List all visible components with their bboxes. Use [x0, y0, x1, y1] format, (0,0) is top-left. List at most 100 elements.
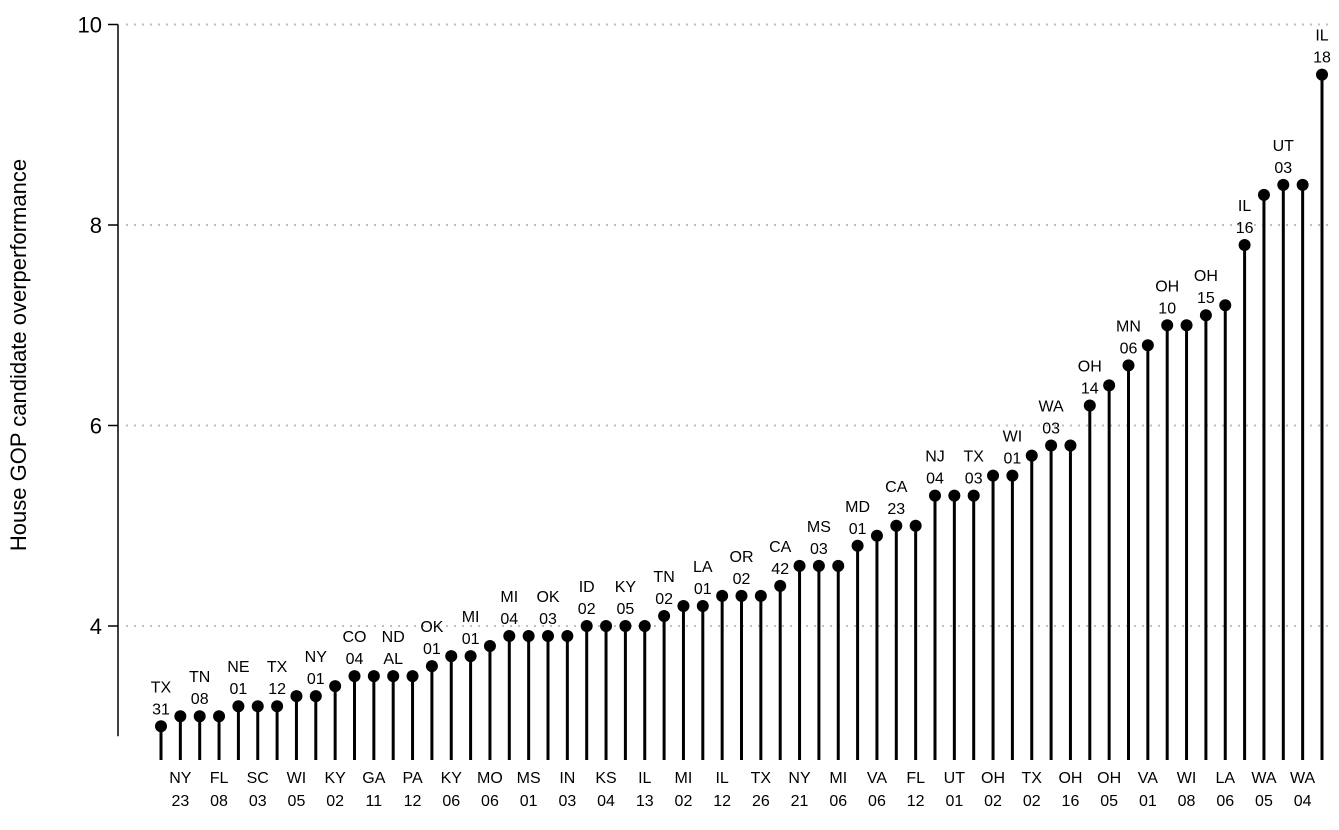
data-point [1296, 178, 1309, 191]
district-label: 23 [887, 501, 905, 518]
district-label: 31 [152, 701, 170, 718]
district-label: 06 [829, 793, 847, 810]
data-point [522, 630, 535, 643]
data-point [561, 630, 574, 643]
state-label: TX [151, 679, 172, 696]
state-label: KY [441, 770, 463, 787]
grid-lines [126, 23, 1333, 627]
state-label: IL [715, 770, 728, 787]
state-label: MI [829, 770, 847, 787]
state-label: VA [1138, 770, 1158, 787]
state-label: LA [693, 559, 713, 576]
state-label: MD [845, 499, 870, 516]
state-label: TX [1022, 770, 1043, 787]
state-label: OR [730, 549, 754, 566]
district-label: 08 [191, 691, 209, 708]
data-point [271, 700, 284, 713]
district-label: 02 [326, 793, 344, 810]
state-label: OH [1097, 770, 1121, 787]
y-tick-label: 4 [90, 614, 102, 639]
district-label: 18 [1313, 50, 1331, 67]
district-label: 16 [1236, 220, 1254, 237]
state-label: OH [1078, 358, 1102, 375]
district-label: 08 [1178, 793, 1196, 810]
stems [159, 74, 1324, 760]
data-point [1122, 359, 1135, 372]
data-point [696, 599, 709, 612]
points [155, 68, 1328, 733]
data-point [213, 710, 226, 723]
data-point [619, 620, 632, 632]
state-label: FL [210, 770, 229, 787]
y-tick-label: 8 [90, 213, 102, 238]
district-label: 06 [481, 793, 499, 810]
data-point [793, 559, 806, 572]
district-label: 05 [617, 601, 635, 618]
district-label: 05 [288, 793, 306, 810]
district-label: 16 [1062, 793, 1080, 810]
district-label: 06 [1120, 340, 1138, 357]
state-label: KY [615, 579, 637, 596]
state-label: PA [402, 770, 422, 787]
state-label: MS [807, 519, 831, 536]
y-tick-label: 6 [90, 414, 102, 439]
state-label: IN [559, 770, 575, 787]
data-point [290, 690, 303, 703]
district-label: 03 [539, 611, 557, 628]
state-label: WA [1251, 770, 1277, 787]
district-label: 14 [1081, 380, 1099, 397]
state-label: OH [981, 770, 1005, 787]
data-point [232, 700, 245, 713]
state-label: NY [788, 770, 811, 787]
district-label: 03 [1274, 160, 1292, 177]
district-label: 03 [810, 541, 828, 558]
data-point [890, 519, 903, 532]
district-label: 11 [366, 793, 383, 810]
state-label: OH [1155, 278, 1179, 295]
data-point [929, 489, 941, 502]
state-label: WA [1290, 770, 1316, 787]
data-point [1180, 319, 1193, 332]
state-label: CA [885, 479, 908, 496]
data-point [580, 620, 593, 632]
state-label: MN [1116, 318, 1141, 335]
district-label: 02 [984, 793, 1002, 810]
data-point [1238, 239, 1251, 252]
data-point [754, 589, 767, 602]
state-label: IL [1315, 28, 1328, 45]
data-point [464, 650, 477, 663]
data-point [155, 720, 167, 733]
district-label: 01 [230, 681, 248, 698]
data-point [832, 559, 845, 572]
state-label: NY [305, 649, 328, 666]
state-label: TX [751, 770, 772, 787]
district-label: 04 [346, 651, 364, 668]
district-label: 02 [578, 601, 596, 618]
state-label: WA [1039, 399, 1065, 416]
district-label: 12 [268, 681, 286, 698]
state-label: IL [638, 770, 651, 787]
data-point [1141, 339, 1154, 352]
state-label: CA [769, 539, 792, 556]
data-point [987, 469, 1000, 482]
data-point [1083, 399, 1096, 412]
district-label: 05 [1255, 793, 1273, 810]
district-label: 01 [423, 641, 441, 658]
data-point [1161, 319, 1174, 332]
data-point [1045, 439, 1058, 452]
district-label: 03 [249, 793, 267, 810]
state-label: OK [420, 619, 443, 636]
data-point [406, 670, 419, 683]
data-point [309, 690, 322, 703]
state-label: UT [944, 770, 966, 787]
state-label: SC [247, 770, 269, 787]
data-point [870, 529, 883, 542]
y-axis: 4 6 8 10 [78, 13, 119, 737]
district-label: 02 [733, 571, 751, 588]
district-label: 01 [945, 793, 963, 810]
data-point [1064, 439, 1077, 452]
data-point [445, 650, 458, 663]
state-label: TX [267, 659, 288, 676]
data-point [193, 710, 206, 723]
